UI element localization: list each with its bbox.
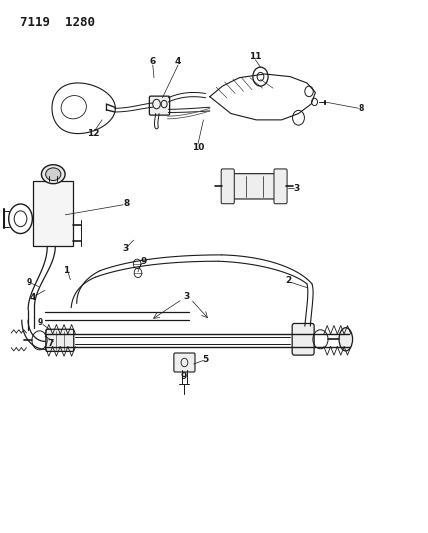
Text: 7: 7 xyxy=(48,339,54,348)
Ellipse shape xyxy=(339,328,353,351)
Text: 11: 11 xyxy=(249,52,262,61)
Text: 2: 2 xyxy=(285,276,291,285)
Text: 3: 3 xyxy=(293,184,300,193)
Text: 9: 9 xyxy=(37,318,42,327)
Text: 5: 5 xyxy=(202,355,209,364)
FancyBboxPatch shape xyxy=(221,169,234,204)
FancyBboxPatch shape xyxy=(274,169,287,204)
Text: 8: 8 xyxy=(358,104,364,113)
Text: 6: 6 xyxy=(150,58,156,66)
Text: 3: 3 xyxy=(184,292,190,301)
FancyBboxPatch shape xyxy=(33,181,73,246)
FancyBboxPatch shape xyxy=(149,96,169,115)
Text: 4: 4 xyxy=(30,293,36,302)
Text: 9: 9 xyxy=(27,278,32,287)
FancyBboxPatch shape xyxy=(292,324,314,355)
Text: 3: 3 xyxy=(122,244,129,253)
Ellipse shape xyxy=(46,168,61,181)
Ellipse shape xyxy=(42,165,65,184)
Text: 12: 12 xyxy=(87,129,100,138)
Text: 8: 8 xyxy=(123,199,129,208)
FancyBboxPatch shape xyxy=(229,174,279,199)
Text: 9: 9 xyxy=(180,372,187,381)
Text: 9: 9 xyxy=(140,257,147,266)
Text: 10: 10 xyxy=(192,143,204,152)
FancyBboxPatch shape xyxy=(174,353,195,372)
Text: 1: 1 xyxy=(63,266,69,275)
Text: 4: 4 xyxy=(175,58,181,66)
FancyBboxPatch shape xyxy=(46,329,74,351)
Text: 7119  1280: 7119 1280 xyxy=(20,16,95,29)
